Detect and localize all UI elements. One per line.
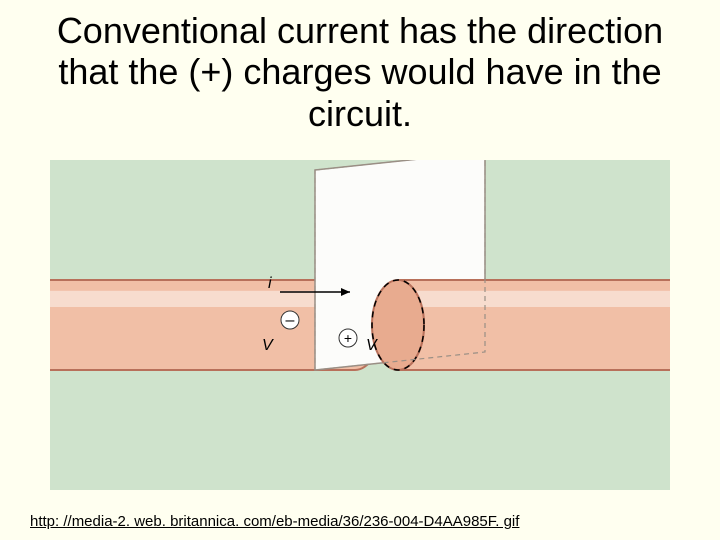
label-v-left: V [262, 337, 274, 354]
slide: Conventional current has the direction t… [0, 0, 720, 540]
current-direction-diagram: i – + V V [50, 160, 670, 490]
svg-text:+: + [344, 330, 352, 346]
label-i: i [268, 275, 272, 292]
label-v-right: V [366, 337, 378, 354]
svg-text:–: – [286, 312, 295, 329]
source-url: http: //media-2. web. britannica. com/eb… [30, 513, 519, 530]
figure-container: i – + V V [50, 160, 670, 490]
slide-title: Conventional current has the direction t… [0, 0, 720, 134]
